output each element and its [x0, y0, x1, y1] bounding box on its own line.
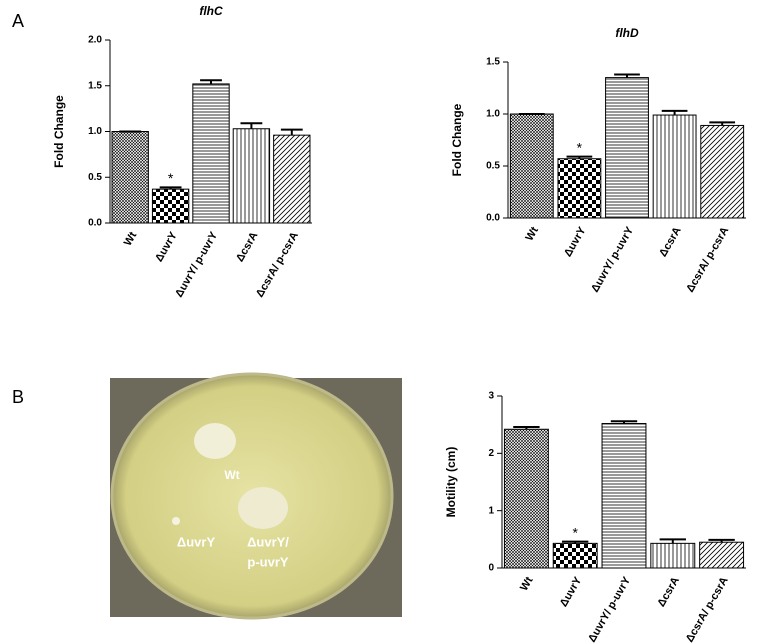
x-tick-label: ΔcsrA: [655, 575, 682, 609]
bar: [111, 131, 149, 224]
x-tick-label: Wt: [523, 225, 541, 243]
photo-label: ΔuvrY/: [247, 534, 289, 549]
error-bar: [661, 109, 688, 116]
bar: [552, 542, 598, 569]
error-bar: [614, 73, 640, 78]
x-tick-label: ΔcsrA/ p-csrA: [254, 230, 301, 300]
y-tick-label: 1.5: [88, 80, 102, 91]
y-axis-label: Fold Change: [52, 95, 66, 168]
significance-marker: *: [577, 139, 583, 155]
chart-title: flhD: [615, 26, 639, 40]
bar: [700, 124, 745, 219]
error-bar: [200, 79, 222, 84]
bar: [151, 188, 190, 224]
x-tick-label: ΔuvrY/ p-uvrY: [586, 574, 633, 644]
panel-label: A: [12, 11, 24, 31]
x-tick-label: ΔcsrA: [234, 230, 261, 264]
error-bar: [562, 540, 589, 544]
photo-label: p-uvrY: [247, 554, 289, 569]
x-tick-label: ΔuvrY: [153, 229, 180, 264]
photo-label: Wt: [224, 468, 239, 482]
y-axis-label: Fold Change: [450, 103, 464, 176]
bar: [557, 158, 602, 219]
x-tick-label: ΔuvrY/ p-uvrY: [589, 224, 636, 294]
significance-marker: *: [168, 170, 174, 186]
error-bar: [240, 122, 263, 129]
x-tick-label: ΔcsrA: [657, 225, 684, 259]
error-bar: [709, 121, 736, 126]
bar: [192, 83, 230, 224]
error-bar: [566, 155, 593, 159]
colony: [194, 423, 236, 459]
bar: [509, 113, 554, 219]
y-tick-label: 0.5: [88, 172, 102, 183]
error-bar: [708, 538, 735, 543]
bar: [503, 428, 549, 569]
y-tick-label: 0.5: [486, 161, 500, 172]
error-bar: [280, 128, 303, 136]
colony: [238, 487, 288, 529]
x-tick-label: ΔuvrY: [558, 574, 585, 609]
x-tick-label: ΔuvrY/ p-uvrY: [173, 229, 220, 299]
bar: [699, 541, 745, 569]
x-tick-label: Wt: [122, 230, 140, 248]
error-bar: [513, 425, 540, 430]
bar: [652, 114, 697, 219]
y-tick-label: 0.0: [88, 218, 102, 229]
panel-label: B: [12, 387, 24, 407]
error-bar: [610, 420, 638, 424]
x-tick-label: Wt: [518, 575, 536, 593]
bar: [601, 423, 647, 569]
photo-label: ΔuvrY: [177, 534, 216, 549]
y-axis-label: Motility (cm): [444, 447, 458, 518]
error-bar: [659, 538, 686, 544]
y-tick-label: 3: [488, 391, 494, 402]
y-tick-label: 2.0: [88, 35, 102, 46]
chart-title: flhC: [199, 4, 223, 18]
y-tick-label: 0.0: [486, 213, 500, 224]
significance-marker: *: [572, 524, 578, 540]
bar: [605, 77, 649, 219]
x-tick-label: ΔcsrA/ p-csrA: [684, 575, 731, 644]
y-tick-label: 2: [488, 448, 494, 459]
y-tick-label: 0: [488, 563, 494, 574]
bar: [232, 128, 271, 224]
bar: [273, 134, 311, 224]
y-tick-label: 1.5: [486, 57, 500, 68]
error-bar: [159, 186, 182, 190]
bar: [650, 542, 696, 569]
y-tick-label: 1.0: [88, 126, 102, 137]
y-tick-label: 1.0: [486, 109, 500, 120]
x-tick-label: ΔcsrA/ p-csrA: [684, 225, 731, 295]
plate-photo: Wt ΔuvrY ΔuvrY/ p-uvrY: [110, 372, 402, 620]
y-tick-label: 1: [488, 505, 494, 516]
colony: [172, 517, 180, 525]
x-tick-label: ΔuvrY: [562, 224, 589, 259]
